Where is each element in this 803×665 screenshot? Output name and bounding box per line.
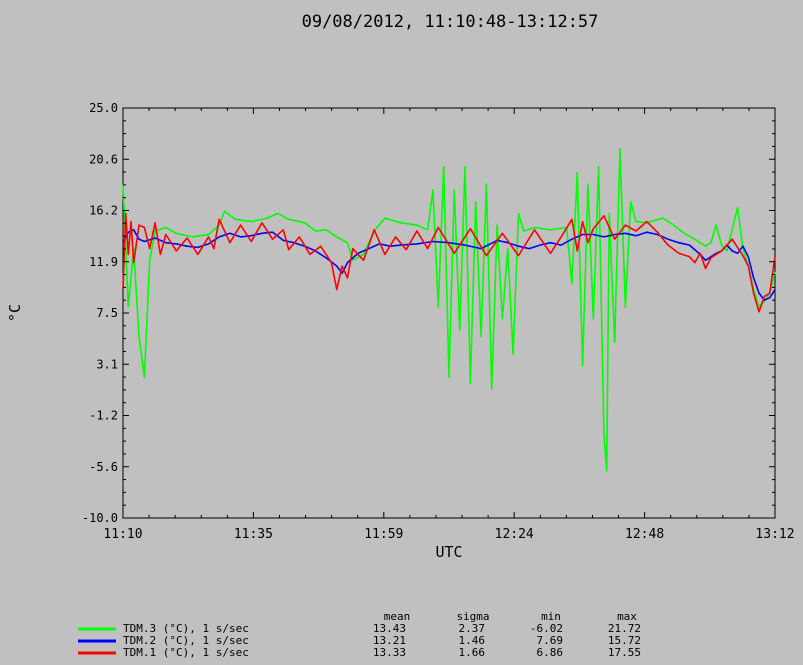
legend-stat-min: 7.69 xyxy=(537,634,564,647)
legend-header-min: min xyxy=(541,610,561,623)
legend-series-name: TDM.1 (°C), 1 s/sec xyxy=(123,646,249,659)
y-axis-ticks: 25.0 20.6 16.2 11.9 7.5 3.1 -1.2 -5.6 -10.0 xyxy=(82,101,775,525)
legend-stat-sigma: 1.66 xyxy=(459,646,486,659)
y-axis-label: °C xyxy=(6,304,24,322)
y-tick-label: 16.2 xyxy=(89,204,118,218)
legend-header-max: max xyxy=(617,610,637,623)
series-line-tdm-2 xyxy=(122,229,776,301)
x-axis-ticks: 11:10 11:35 11:59 12:24 12:48 13:12 xyxy=(103,108,795,542)
x-tick-label: 11:10 xyxy=(103,527,142,542)
legend-stat-max: 21.72 xyxy=(608,622,641,635)
series-line-tdm-1 xyxy=(122,212,776,313)
y-tick-label: 20.6 xyxy=(89,152,118,166)
y-tick-label: 3.1 xyxy=(96,357,118,371)
legend-stat-sigma: 2.37 xyxy=(459,622,486,635)
legend-stat-min: -6.02 xyxy=(530,622,563,635)
chart-title: 09/08/2012, 11:10:48-13:12:57 xyxy=(302,12,599,32)
legend-stat-max: 17.55 xyxy=(608,646,641,659)
x-tick-label: 12:24 xyxy=(495,527,534,542)
legend-series-name: TDM.2 (°C), 1 s/sec xyxy=(123,634,249,647)
plot-area: 25.0 20.6 16.2 11.9 7.5 3.1 -1.2 -5.6 -10.0 11:1… xyxy=(82,101,795,542)
legend-series-name: TDM.3 (°C), 1 s/sec xyxy=(123,622,249,635)
series-line-tdm-3 xyxy=(122,148,776,472)
y-tick-label: -10.0 xyxy=(82,511,118,525)
x-tick-label: 13:12 xyxy=(755,527,794,542)
y-tick-label: 25.0 xyxy=(89,101,118,115)
y-tick-label: 11.9 xyxy=(89,255,118,269)
x-tick-label: 11:59 xyxy=(364,527,403,542)
legend-stat-mean: 13.43 xyxy=(373,622,406,635)
series-layer xyxy=(122,148,776,472)
y-tick-label: -1.2 xyxy=(89,409,118,423)
legend: mean sigma min max TDM.3 (°C), 1 s/sec 13.43 2… xyxy=(78,610,641,659)
y-tick-label: -5.6 xyxy=(89,460,118,474)
legend-stat-mean: 13.33 xyxy=(373,646,406,659)
x-tick-label: 11:35 xyxy=(234,527,273,542)
plot-frame xyxy=(122,107,776,519)
legend-header-mean: mean xyxy=(384,610,411,623)
y-tick-label: 7.5 xyxy=(96,306,118,320)
x-axis-label: UTC xyxy=(435,543,462,561)
legend-header-sigma: sigma xyxy=(456,610,489,623)
legend-stat-mean: 13.21 xyxy=(373,634,406,647)
legend-stat-sigma: 1.46 xyxy=(459,634,486,647)
legend-stat-min: 6.86 xyxy=(537,646,564,659)
x-tick-label: 12:48 xyxy=(625,527,664,542)
legend-stat-max: 15.72 xyxy=(608,634,641,647)
